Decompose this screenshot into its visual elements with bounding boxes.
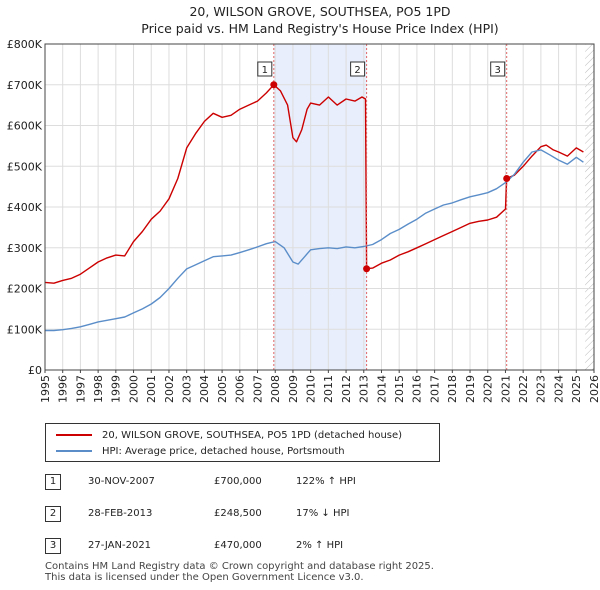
y-tick-label: £700K [7,79,43,92]
legend-label-property: 20, WILSON GROVE, SOUTHSEA, PO5 1PD (det… [102,429,403,441]
x-tick-label: 2022 [517,375,530,403]
x-tick-label: 2003 [181,375,194,403]
y-tick-label: £400K [7,201,43,214]
sale-date: 27-JAN-2021 [88,540,152,551]
x-tick-label: 2010 [304,375,317,403]
y-tick-label: £200K [7,283,43,296]
x-tick-label: 2001 [145,375,158,403]
sale-marker-box [257,61,273,77]
footer-credit: Contains HM Land Registry data © Crown c… [45,561,434,583]
sale-point [503,174,511,182]
footer-line-2: This data is licensed under the Open Gov… [45,572,364,583]
y-tick-label: £100K [7,323,43,336]
legend-item-property: 20, WILSON GROVE, SOUTHSEA, PO5 1PD (det… [56,427,402,443]
sale-row: 3 27-JAN-2021 £470,000 2% ↑ HPI [0,536,600,558]
plot-frame [44,43,595,371]
x-tick-label: 2026 [588,375,600,403]
sale-number-badge: 2 [45,506,61,522]
sale-number-badge: 1 [45,474,61,490]
x-tick-label: 1999 [110,375,123,403]
x-tick-label: 2007 [251,375,264,403]
x-tick-label: 2024 [552,375,565,403]
sale-marker-box [490,61,506,77]
sale-row: 2 28-FEB-2013 £248,500 17% ↓ HPI [0,504,600,526]
sale-row: 1 30-NOV-2007 £700,000 122% ↑ HPI [0,472,600,494]
sale-hpi-change: 17% ↓ HPI [296,508,350,519]
x-tick-label: 2000 [127,375,140,403]
sale-marker-box [350,61,366,77]
price-chart: 20, WILSON GROVE, SOUTHSEA, PO5 1PD Pric… [7,4,600,403]
sale-date: 30-NOV-2007 [88,476,155,487]
x-tick-label: 2012 [340,375,353,403]
sale-point [363,265,371,273]
sale-date: 28-FEB-2013 [88,508,153,519]
sale-price: £700,000 [214,476,262,487]
x-tick-label: 2021 [499,375,512,403]
x-tick-label: 2025 [570,375,583,403]
x-tick-label: 2017 [428,375,441,403]
sale-hpi-change: 2% ↑ HPI [296,540,344,551]
x-tick-label: 2011 [322,375,335,403]
legend-item-hpi: HPI: Average price, detached house, Port… [56,443,345,459]
legend-label-hpi: HPI: Average price, detached house, Port… [102,445,345,457]
sale-price: £470,000 [214,540,262,551]
sale-marker-label: 1 [262,65,268,76]
x-tick-label: 2009 [287,375,300,403]
x-tick-label: 2023 [535,375,548,403]
x-tick-label: 2002 [163,375,176,403]
x-tick-label: 2005 [216,375,229,403]
sale-price: £248,500 [214,508,262,519]
x-tick-label: 1996 [57,375,70,403]
sale-point [270,81,278,89]
sale-hpi-change: 122% ↑ HPI [296,476,356,487]
y-tick-label: £0 [28,364,42,377]
x-tick-label: 1997 [74,375,87,403]
property-price-line [44,84,584,284]
x-tick-label: 2004 [198,375,211,403]
sale-number-badge: 3 [45,538,61,554]
x-tick-label: 2013 [358,375,371,403]
y-tick-label: £800K [7,38,43,51]
x-tick-label: 2018 [446,375,459,403]
legend-swatch-property [56,434,92,436]
chart-legend: 20, WILSON GROVE, SOUTHSEA, PO5 1PD (det… [45,423,440,462]
y-tick-label: £300K [7,242,43,255]
x-tick-label: 2015 [393,375,406,403]
y-tick-label: £500K [7,160,43,173]
x-tick-label: 2019 [464,375,477,403]
chart-title: 20, WILSON GROVE, SOUTHSEA, PO5 1PD [189,4,450,19]
hpi-line [45,149,584,332]
footer-line-1: Contains HM Land Registry data © Crown c… [45,561,434,572]
x-tick-label: 2016 [411,375,424,403]
x-tick-label: 2006 [234,375,247,403]
chart-subtitle: Price paid vs. HM Land Registry's House … [141,21,498,36]
x-tick-label: 1998 [92,375,105,403]
sale-marker-label: 3 [495,65,501,76]
x-tick-label: 2020 [482,375,495,403]
x-tick-label: 1995 [39,375,52,403]
x-tick-label: 2008 [269,375,282,403]
y-tick-label: £600K [7,120,43,133]
legend-swatch-hpi [56,450,92,452]
x-tick-label: 2014 [375,375,388,403]
sale-marker-label: 2 [354,65,360,76]
